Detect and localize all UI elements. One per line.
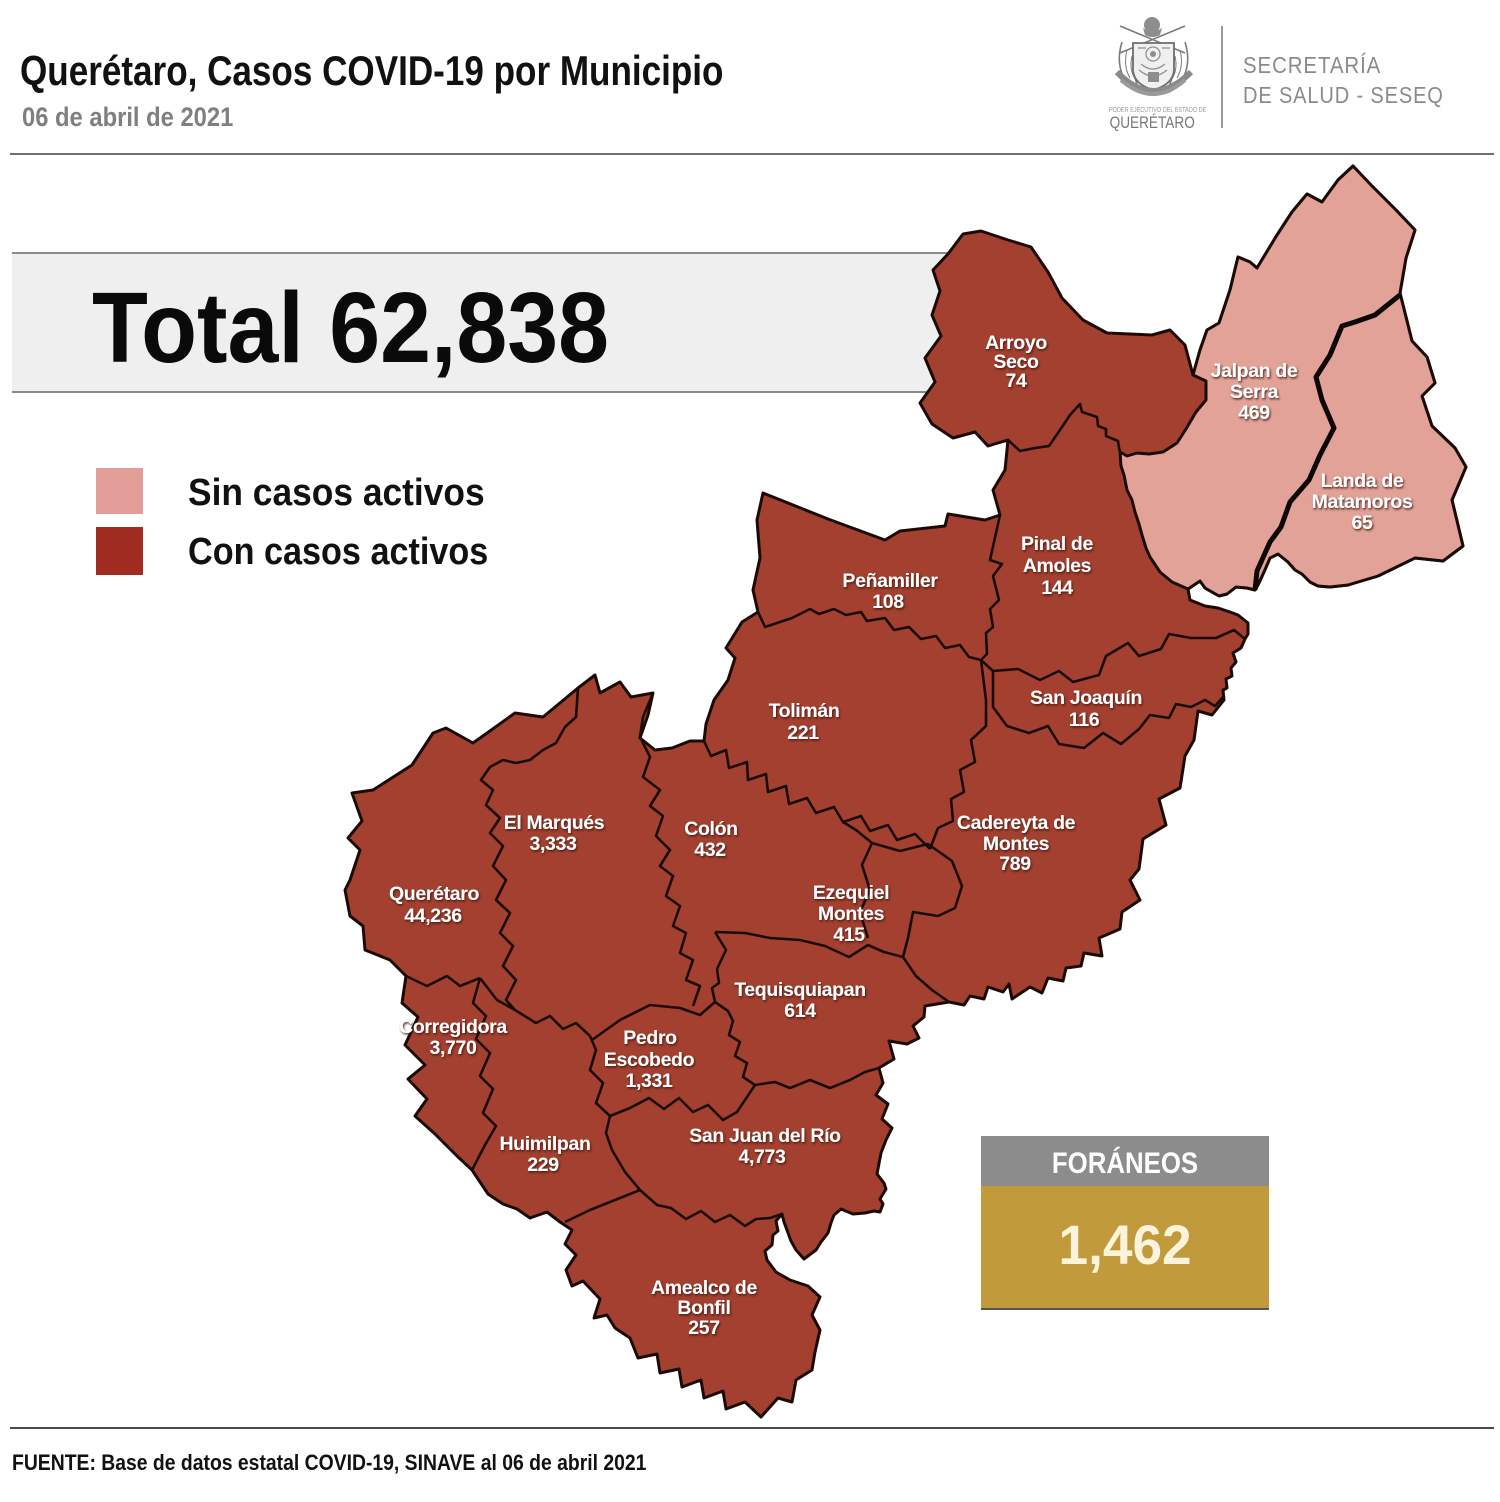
- svg-text:4,773: 4,773: [738, 1146, 786, 1168]
- svg-text:Tolimán: Tolimán: [769, 700, 840, 722]
- svg-text:Bonfil: Bonfil: [677, 1297, 730, 1319]
- svg-text:257: 257: [688, 1317, 720, 1339]
- svg-text:Amealco de: Amealco de: [651, 1277, 757, 1299]
- svg-text:San Joaquín: San Joaquín: [1030, 687, 1142, 709]
- svg-text:432: 432: [694, 839, 726, 861]
- svg-text:614: 614: [784, 1000, 816, 1022]
- svg-text:144: 144: [1041, 577, 1073, 599]
- svg-text:Ezequiel: Ezequiel: [813, 882, 889, 904]
- svg-text:221: 221: [787, 722, 819, 744]
- svg-text:Matamoros: Matamoros: [1312, 491, 1413, 513]
- svg-text:116: 116: [1069, 709, 1100, 731]
- svg-text:3,333: 3,333: [529, 833, 577, 855]
- svg-text:Colón: Colón: [684, 818, 737, 840]
- svg-text:Landa de: Landa de: [1321, 470, 1404, 492]
- svg-text:3,770: 3,770: [429, 1037, 477, 1059]
- svg-text:El Marqués: El Marqués: [504, 812, 605, 834]
- svg-text:Cadereyta de: Cadereyta de: [957, 812, 1076, 834]
- svg-text:229: 229: [527, 1154, 559, 1176]
- svg-text:108: 108: [872, 591, 904, 613]
- svg-text:74: 74: [1006, 370, 1027, 392]
- svg-text:Escobedo: Escobedo: [604, 1049, 695, 1071]
- svg-text:Huimilpan: Huimilpan: [499, 1133, 590, 1155]
- svg-text:Tequisquiapan: Tequisquiapan: [734, 979, 866, 1001]
- svg-text:Pedro: Pedro: [623, 1027, 677, 1049]
- svg-text:44,236: 44,236: [404, 905, 462, 927]
- svg-text:789: 789: [999, 853, 1031, 875]
- svg-text:Serra: Serra: [1230, 381, 1279, 403]
- svg-text:65: 65: [1352, 512, 1373, 534]
- svg-text:1,331: 1,331: [625, 1070, 673, 1092]
- svg-text:Querétaro: Querétaro: [389, 883, 479, 905]
- svg-text:Montes: Montes: [818, 903, 885, 925]
- svg-text:Corregidora: Corregidora: [399, 1016, 507, 1038]
- svg-text:Peñamiller: Peñamiller: [842, 570, 938, 592]
- svg-text:Jalpan de: Jalpan de: [1211, 360, 1298, 382]
- svg-text:San Juan del Río: San Juan del Río: [689, 1125, 841, 1147]
- svg-text:415: 415: [833, 924, 865, 946]
- svg-text:Seco: Seco: [993, 351, 1039, 373]
- svg-text:Arroyo: Arroyo: [985, 332, 1047, 354]
- svg-text:Montes: Montes: [983, 833, 1050, 855]
- svg-text:Pinal de: Pinal de: [1021, 533, 1093, 555]
- svg-text:Amoles: Amoles: [1023, 555, 1092, 577]
- svg-text:469: 469: [1238, 402, 1270, 424]
